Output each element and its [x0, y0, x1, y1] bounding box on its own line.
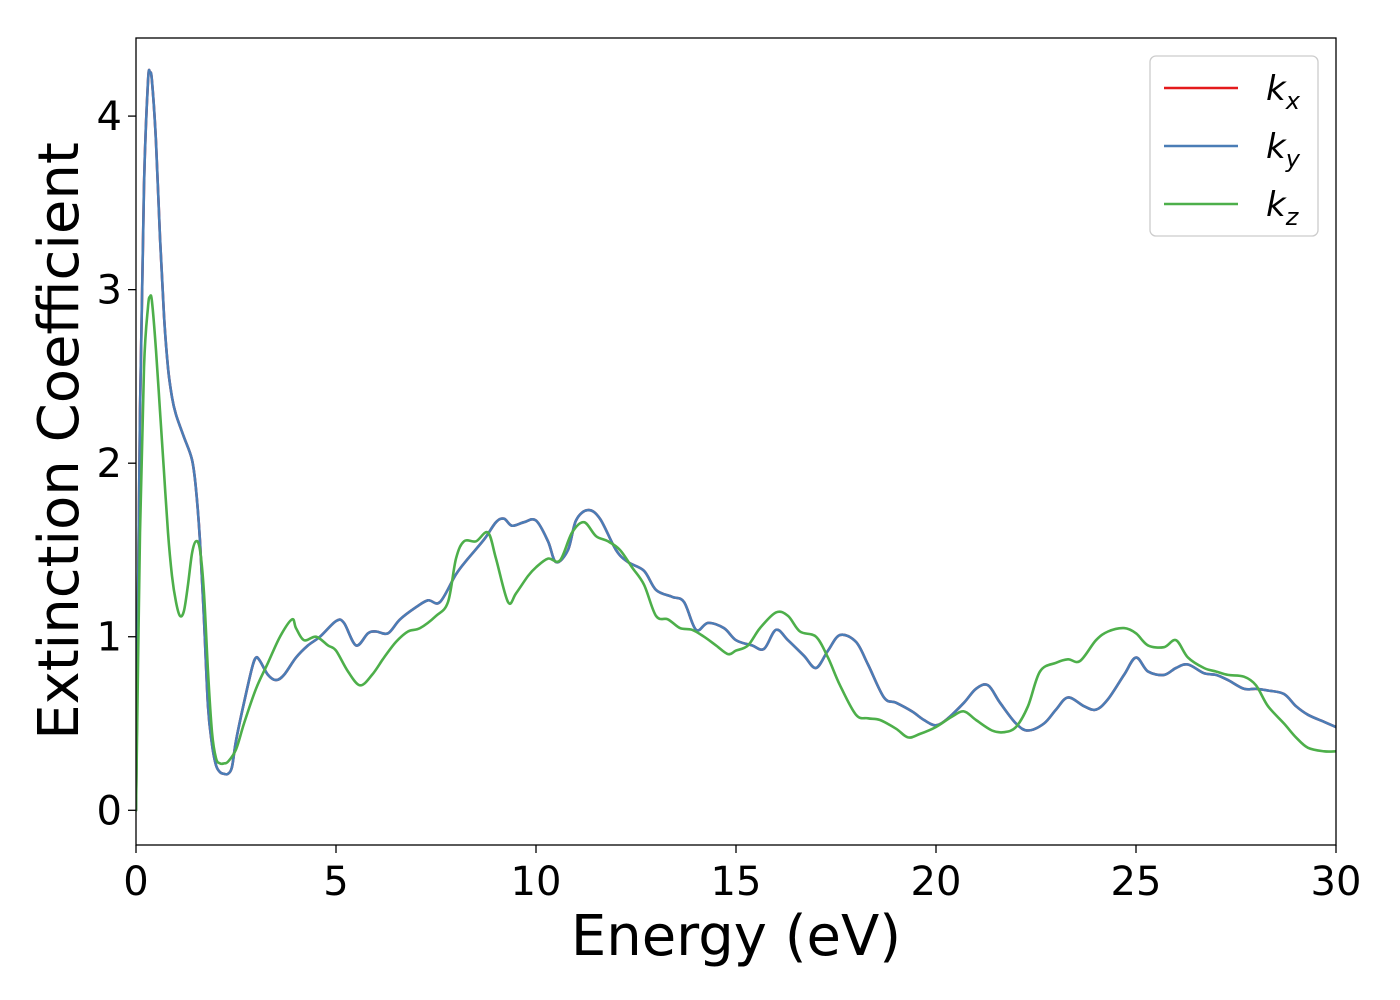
x-tick-label: 20 — [911, 859, 962, 905]
axes: 0 5 10 15 20 25 30 0 1 2 3 4 — [97, 37, 1362, 905]
y-axis-label: Extinction Coefficient — [27, 142, 92, 740]
y-tick-label: 0 — [97, 788, 122, 834]
series-line-kz — [136, 294, 1336, 812]
x-tick-label: 0 — [123, 859, 148, 905]
x-tick-label: 10 — [511, 859, 562, 905]
x-axis-label: Energy (eV) — [571, 904, 901, 969]
x-tick-label: 25 — [1111, 859, 1162, 905]
y-tick-label: 1 — [97, 615, 122, 661]
series-line-ky — [136, 68, 1336, 812]
x-tick-label: 30 — [1311, 859, 1362, 905]
y-tick-label: 3 — [97, 268, 122, 314]
plot-area — [136, 68, 1336, 812]
x-tick-label: 5 — [323, 859, 348, 905]
x-tick-label: 15 — [711, 859, 762, 905]
y-tick-label: 2 — [97, 441, 122, 487]
legend-label-kx: kx — [1266, 69, 1301, 115]
y-tick-label: 4 — [97, 94, 122, 140]
